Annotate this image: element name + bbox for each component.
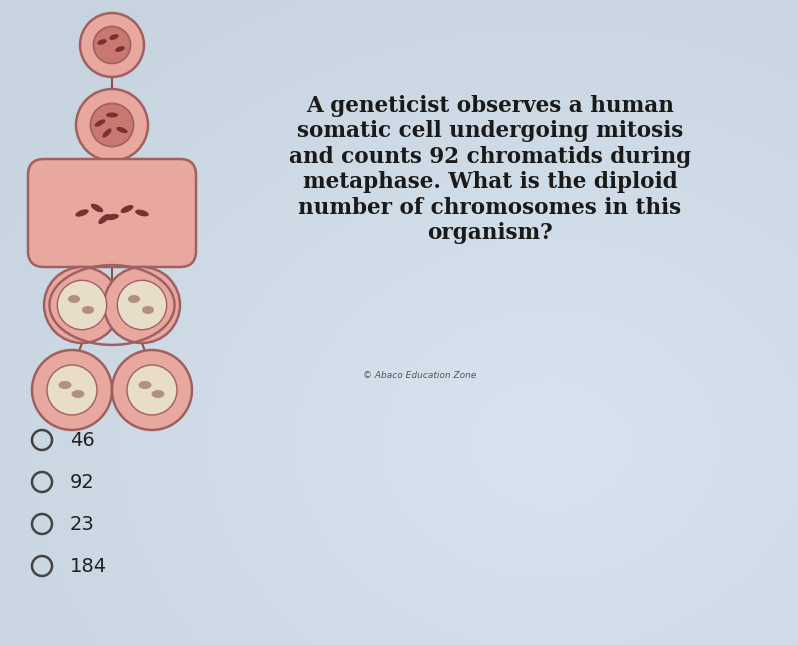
Ellipse shape	[47, 365, 97, 415]
Ellipse shape	[112, 350, 192, 430]
Text: 92: 92	[70, 473, 95, 491]
Ellipse shape	[127, 365, 177, 415]
Ellipse shape	[106, 112, 118, 117]
Ellipse shape	[109, 34, 119, 40]
Ellipse shape	[75, 209, 89, 217]
Ellipse shape	[58, 381, 72, 389]
Ellipse shape	[117, 281, 167, 330]
Ellipse shape	[57, 281, 107, 330]
Text: 46: 46	[70, 430, 95, 450]
Ellipse shape	[120, 205, 133, 213]
Ellipse shape	[82, 306, 94, 314]
Ellipse shape	[90, 103, 133, 146]
Ellipse shape	[102, 128, 112, 137]
Ellipse shape	[72, 390, 85, 398]
Ellipse shape	[44, 267, 120, 343]
Ellipse shape	[76, 89, 148, 161]
Ellipse shape	[117, 127, 128, 133]
Ellipse shape	[128, 295, 140, 303]
Ellipse shape	[68, 295, 80, 303]
Ellipse shape	[142, 306, 154, 314]
Ellipse shape	[95, 119, 105, 126]
Ellipse shape	[115, 46, 124, 52]
Ellipse shape	[104, 267, 180, 343]
Text: 184: 184	[70, 557, 107, 575]
Text: A geneticist observes a human
somatic cell undergoing mitosis
and counts 92 chro: A geneticist observes a human somatic ce…	[289, 95, 691, 244]
Text: 23: 23	[70, 515, 95, 533]
Text: © Abaco Education Zone: © Abaco Education Zone	[363, 370, 476, 379]
Ellipse shape	[93, 26, 131, 64]
Ellipse shape	[139, 381, 152, 389]
Ellipse shape	[97, 39, 107, 45]
Ellipse shape	[105, 213, 119, 220]
Ellipse shape	[32, 350, 112, 430]
FancyBboxPatch shape	[28, 159, 196, 267]
Ellipse shape	[91, 204, 103, 212]
Ellipse shape	[80, 13, 144, 77]
Ellipse shape	[152, 390, 164, 398]
Ellipse shape	[135, 210, 148, 217]
Ellipse shape	[98, 214, 109, 224]
